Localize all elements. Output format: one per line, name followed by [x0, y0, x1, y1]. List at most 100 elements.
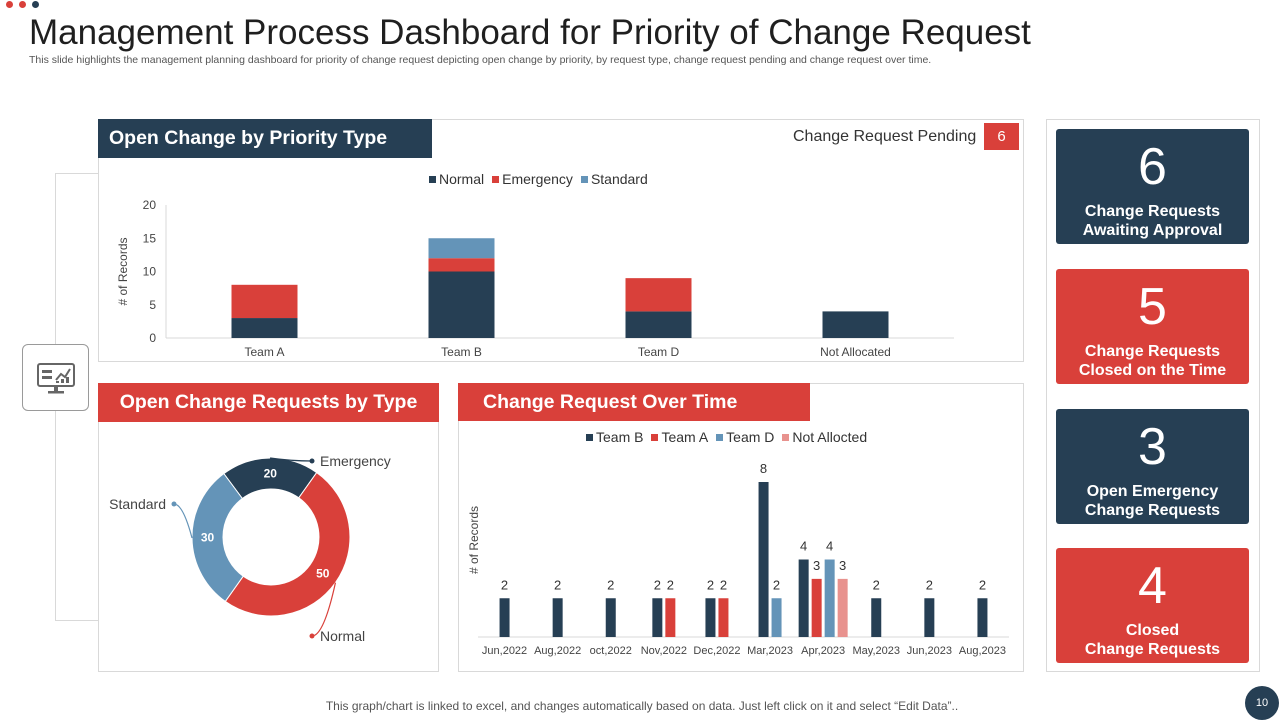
kpi-value: 6 [1138, 138, 1167, 196]
bar-normal [428, 271, 495, 338]
bar-team-b [977, 598, 988, 637]
priority-bar-chart[interactable]: 0 5 10 15 20 # of Records Team A Team B Team D No… [98, 190, 1024, 362]
legend-item: Emergency [492, 171, 573, 187]
x-tick-label: Dec,2022 [693, 645, 740, 657]
dark-dot-icon [32, 1, 39, 8]
bar-value-label: 2 [654, 577, 661, 592]
legend-item: Normal [429, 171, 484, 187]
bar-not-allocted [837, 578, 848, 637]
x-tick-label: Team D [638, 345, 680, 359]
y-axis-title: # of Records [467, 506, 481, 574]
legend-label: Normal [439, 171, 485, 187]
legend-swatch-standard [580, 175, 588, 183]
bar-value-label: 2 [720, 577, 727, 592]
bar-emergency [625, 278, 692, 312]
over-time-bar-chart[interactable]: # of Records 2 Jun,2022 2 Aug,2022 2 oct,2022 2… [458, 440, 1024, 672]
y-tick-label: 10 [143, 265, 157, 279]
y-tick-label: 20 [143, 198, 157, 212]
monitor-chart-icon [36, 362, 75, 393]
kpi-label-line: Change Requests [1084, 502, 1221, 519]
x-tick-label: Jun,2022 [482, 645, 527, 657]
kpi-label-line: Change Requests [1084, 203, 1221, 220]
bar-value-label: 3 [839, 558, 846, 573]
bar-value-label: 2 [501, 577, 508, 592]
legend-label: Not Allocted [792, 429, 868, 445]
legend-item: Standard [580, 171, 648, 187]
priority-legend: Normal Emergency Standard [429, 171, 648, 187]
x-tick-label: Mar,2023 [747, 645, 793, 657]
legend-swatch-team-d [716, 433, 724, 441]
x-tick-label: Nov,2022 [641, 645, 687, 657]
callout-dot-icon [309, 633, 315, 639]
bar-team-b [499, 598, 510, 637]
bar-standard [428, 238, 495, 259]
bar-value-label: 2 [707, 577, 714, 592]
legend-label: Emergency [502, 171, 573, 187]
pending-badge: 6 [984, 123, 1019, 150]
x-tick-label: Team A [244, 345, 284, 359]
bar-value-label: 2 [926, 577, 933, 592]
bar-team-b [705, 598, 716, 637]
bar-value-label: 4 [826, 539, 833, 554]
kpi-open-emergency: 3 Open Emergency Change Requests [1056, 409, 1249, 524]
kpi-awaiting-approval: 6 Change Requests Awaiting Approval [1056, 129, 1249, 244]
kpi-label-line: Closed [1125, 622, 1180, 639]
kpi-label: Change Requests Closed on the Time [1056, 342, 1249, 380]
x-tick-label: Team B [441, 345, 482, 359]
bar-emergency [231, 284, 298, 319]
bar-normal [625, 311, 692, 338]
bar-value-label: 8 [760, 461, 767, 476]
x-tick-label: Aug,2023 [959, 645, 1006, 657]
y-tick-label: 15 [143, 231, 157, 245]
kpi-label-line: Open Emergency [1086, 483, 1219, 500]
legend-item: Team A [651, 429, 708, 445]
x-tick-label: May,2023 [853, 645, 901, 657]
page-title: Management Process Dashboard for Priorit… [29, 13, 1031, 52]
pending-label: Change Request Pending [793, 128, 977, 145]
dashboard-icon[interactable] [22, 344, 89, 411]
window-dots [6, 1, 39, 8]
donut-slice-standard [191, 472, 244, 603]
bar-emergency [428, 258, 495, 272]
bar-value-label: 2 [979, 577, 986, 592]
kpi-value: 5 [1138, 278, 1167, 336]
bar-team-b [871, 598, 882, 637]
callout-label: Normal [320, 628, 365, 644]
bar-team-b [605, 598, 616, 637]
priority-type-header: Open Change by Priority Type [98, 119, 432, 158]
bar-value-label: 2 [773, 577, 780, 592]
x-tick-label: oct,2022 [590, 645, 632, 657]
bar-team-d [771, 598, 782, 637]
over-time-panel [458, 383, 1024, 672]
bar-team-a [718, 598, 729, 637]
request-type-panel [98, 383, 439, 672]
kpi-label-line: Change Requests [1084, 343, 1221, 360]
bar-value-label: 2 [667, 577, 674, 592]
request-type-donut-chart[interactable]: 20 50 30 Emergency Normal Standard [98, 422, 439, 672]
legend-item: Team D [716, 429, 774, 445]
bar-value-label: 2 [873, 577, 880, 592]
callout-dot-icon [171, 501, 177, 507]
bar-team-b [798, 559, 809, 637]
donut-value-label: 20 [264, 467, 278, 481]
y-axis-title: # of Records [116, 237, 130, 305]
red-dot-icon [19, 1, 26, 8]
callout-line [173, 503, 193, 539]
legend-label: Team A [661, 429, 709, 445]
legend-swatch-not-allocted [782, 433, 790, 441]
over-time-legend: Team B Team A Team D Not Allocted [586, 429, 867, 445]
legend-swatch-team-a [651, 433, 659, 441]
bar-team-b [552, 598, 563, 637]
page-number: 10 [1245, 686, 1279, 720]
donut-value-label: 30 [201, 531, 215, 545]
kpi-label: Open Emergency Change Requests [1056, 482, 1249, 520]
bar-team-a [665, 598, 676, 637]
legend-item: Not Allocted [782, 429, 867, 445]
kpi-closed-on-time: 5 Change Requests Closed on the Time [1056, 269, 1249, 384]
bar-value-label: 2 [607, 577, 614, 592]
legend-swatch-team-b [586, 433, 593, 441]
request-type-header: Open Change Requests by Type [98, 383, 439, 422]
x-tick-label: Jun,2023 [907, 645, 952, 657]
bar-value-label: 2 [554, 577, 561, 592]
callout-line [269, 457, 313, 462]
